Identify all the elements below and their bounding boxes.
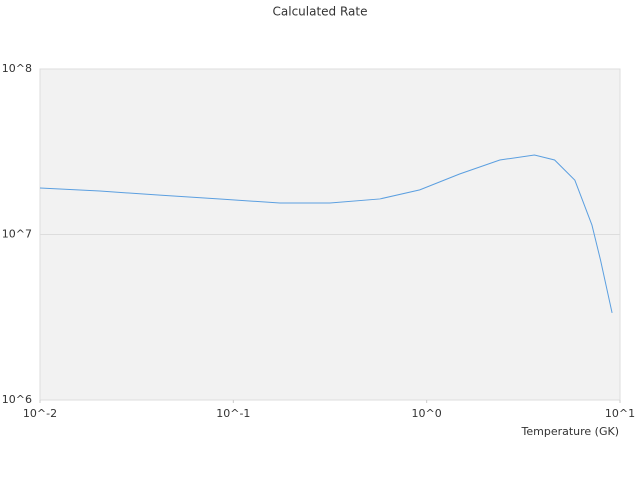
y-tick-label: 10^8: [2, 62, 32, 75]
x-axis-label: Temperature (GK): [521, 425, 620, 438]
data-line: [39, 154, 613, 313]
chart-title: Calculated Rate: [273, 5, 368, 19]
y-tick-label: 10^6: [2, 393, 32, 406]
x-tick-label: 10^-1: [216, 407, 250, 420]
band: [40, 234, 620, 400]
x-tick-label: 10^0: [412, 407, 442, 420]
y-tick-label: 10^7: [2, 228, 32, 241]
x-tick-label: 10^1: [605, 407, 635, 420]
x-tick-label: 10^-2: [23, 407, 57, 420]
band: [40, 69, 620, 235]
